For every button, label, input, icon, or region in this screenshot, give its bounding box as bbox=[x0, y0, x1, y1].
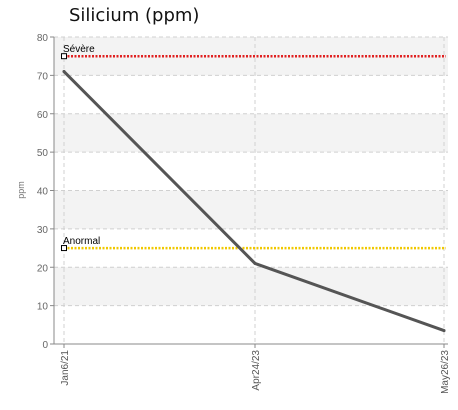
data-point bbox=[253, 261, 257, 265]
y-tick-label: 40 bbox=[37, 187, 49, 198]
y-tick-label: 60 bbox=[37, 110, 49, 121]
x-tick-label: Apr24/23 bbox=[251, 350, 262, 391]
gridlines bbox=[54, 36, 448, 344]
y-tick-label: 0 bbox=[42, 340, 48, 351]
data-point bbox=[62, 70, 66, 74]
data-point bbox=[442, 329, 446, 333]
background-band bbox=[54, 113, 448, 153]
background-band bbox=[54, 267, 448, 306]
y-tick-label: 70 bbox=[37, 71, 49, 82]
y-tick-label: 20 bbox=[37, 263, 49, 274]
threshold-label: Sévère bbox=[63, 44, 95, 55]
x-tick-label: May26/23 bbox=[440, 350, 451, 394]
x-tick-label: Jan6/21 bbox=[60, 350, 71, 386]
threshold-marker bbox=[61, 245, 67, 252]
y-tick-label: 80 bbox=[37, 33, 49, 44]
background-bands bbox=[54, 37, 448, 306]
threshold-marker bbox=[61, 53, 67, 60]
y-tick-label: 30 bbox=[37, 225, 49, 236]
y-ticks: 0 10 20 30 40 50 60 70 80 bbox=[37, 33, 54, 351]
y-tick-label: 50 bbox=[37, 148, 49, 159]
x-ticks: Jan6/21 Apr24/23 May26/23 bbox=[60, 344, 451, 394]
y-axis-label: ppm bbox=[16, 181, 26, 199]
series bbox=[62, 70, 446, 333]
thresholds: Sévère Anormal bbox=[61, 44, 446, 252]
y-tick-label: 10 bbox=[37, 302, 49, 313]
chart-title: Silicium (ppm) bbox=[69, 5, 200, 26]
threshold-label: Anormal bbox=[63, 236, 100, 247]
background-band bbox=[54, 190, 448, 229]
